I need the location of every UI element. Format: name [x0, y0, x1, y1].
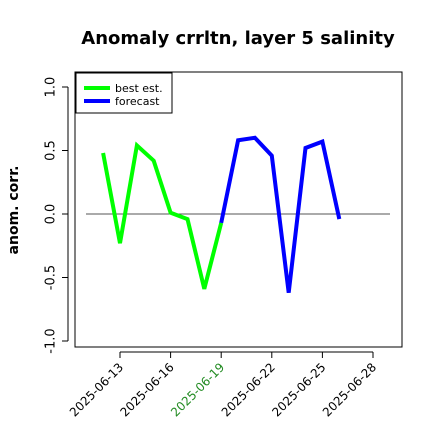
y-tick-label: 0.0	[44, 204, 59, 225]
chart-title: Anomaly crrltn, layer 5 salinity	[81, 28, 395, 49]
legend: best est. forecast	[75, 72, 173, 114]
y-tick-label: -1.0	[44, 328, 59, 353]
y-tick-label: -0.5	[44, 265, 59, 290]
legend-label-best-est: best est.	[115, 82, 163, 95]
legend-label-forecast: forecast	[115, 95, 160, 108]
series-line-best-est	[101, 141, 224, 290]
series-line-forecast	[219, 135, 342, 293]
plot-frame	[74, 71, 403, 348]
x-axis: 2025-06-132025-06-162025-06-192025-06-22…	[67, 351, 379, 419]
y-tick-label: 0.5	[44, 140, 59, 161]
y-axis: -1.0 -0.5 0.0 0.5 1.0	[44, 77, 69, 354]
x-tick-label: 2025-06-28	[320, 360, 379, 419]
legend-box	[75, 72, 173, 114]
y-tick-label: 1.0	[44, 77, 59, 98]
series-layer	[101, 135, 342, 293]
y-axis-label: anom. corr.	[6, 166, 22, 255]
